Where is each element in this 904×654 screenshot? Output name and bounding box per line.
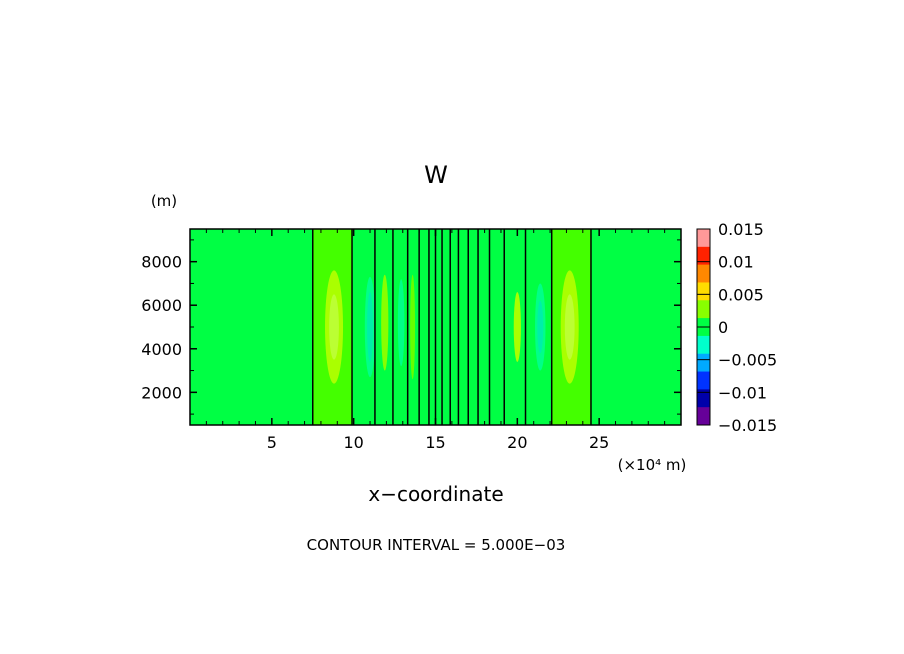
x-tick-label: 10	[343, 433, 363, 452]
colorbar-label: 0	[718, 318, 728, 337]
x-tick-label: 25	[589, 433, 609, 452]
colorbar-label: −0.005	[718, 351, 777, 370]
colorbar-swatch	[697, 300, 710, 319]
contour-cell	[410, 274, 416, 380]
colorbar-swatch	[697, 229, 710, 248]
colorbar-swatch	[697, 371, 710, 390]
contour-cell	[564, 294, 575, 360]
axis-ticks: 5 10 15 20 25 2000 4000 6000 8000	[141, 229, 681, 452]
y-tick-label: 8000	[141, 253, 182, 272]
contour-cell	[397, 279, 405, 367]
colorbar-label: −0.015	[718, 416, 777, 435]
contour-cell	[537, 300, 544, 354]
colorbar: 0.015 0.01 0.005 0 −0.005 −0.01 −0.015	[696, 220, 777, 435]
colorbar-label: −0.01	[718, 383, 767, 402]
x-tick-label: 15	[425, 433, 445, 452]
colorbar-swatch	[697, 335, 710, 355]
y-tick-label: 6000	[141, 296, 182, 315]
colorbar-label: 0.015	[718, 220, 764, 239]
plot-area	[189, 228, 682, 426]
x-tick-label: 20	[507, 433, 527, 452]
x-tick-label: 5	[267, 433, 277, 452]
x-axis-unit: (×10⁴ m)	[618, 456, 687, 474]
colorbar-swatch	[697, 389, 710, 408]
colorbar-swatch	[697, 282, 710, 301]
colorbar-swatch	[697, 264, 710, 283]
colorbar-swatch	[697, 353, 710, 373]
colorbar-label: 0.005	[718, 285, 764, 304]
x-axis-label: x−coordinate	[368, 482, 503, 506]
colorbar-label: 0.01	[718, 253, 754, 272]
contour-cell	[367, 292, 373, 362]
colorbar-swatch	[697, 246, 710, 266]
contour-cell	[329, 294, 339, 360]
colorbar-swatch	[697, 407, 710, 426]
contour-cell	[513, 292, 521, 362]
y-tick-label: 2000	[141, 383, 182, 402]
contour-cell	[381, 274, 389, 371]
y-tick-label: 4000	[141, 340, 182, 359]
contour-interval-note: CONTOUR INTERVAL = 5.000E−03	[307, 536, 566, 554]
chart-title: W	[424, 161, 448, 189]
y-axis-unit: (m)	[151, 192, 177, 210]
